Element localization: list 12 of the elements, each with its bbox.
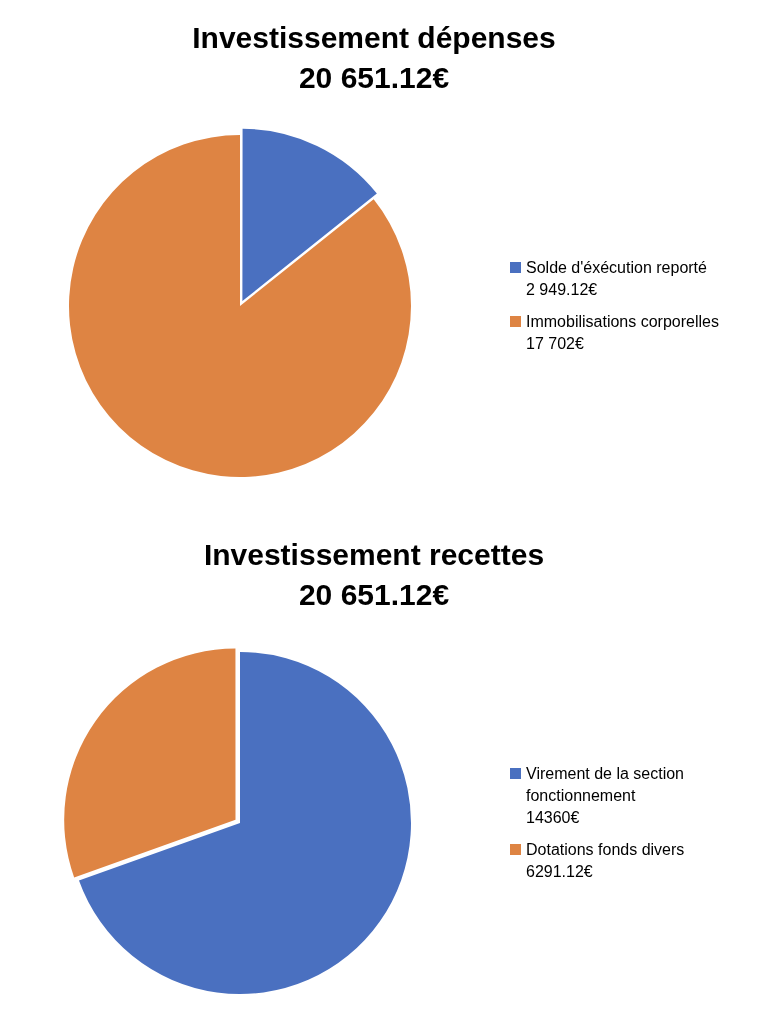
- legend-label: Dotations fonds divers: [526, 841, 685, 858]
- data-label: 17 702€: [526, 335, 584, 352]
- data-label: 2 949.12€: [526, 281, 598, 298]
- data-label: 6291.12€: [526, 863, 593, 880]
- legend-label: Immobilisations corporelles: [526, 313, 719, 330]
- chart-subtitle: 20 651.12€: [297, 577, 451, 613]
- legend-label: Virement de la section fonctionnement: [526, 765, 685, 804]
- data-label: 14360€: [526, 809, 580, 826]
- legend-label: Solde d'éxécution reporté: [526, 259, 707, 276]
- chart-title: Investissement dépenses: [191, 20, 557, 56]
- chart-subtitle: 20 651.12€: [297, 60, 451, 96]
- chart-title: Investissement recettes: [202, 537, 546, 573]
